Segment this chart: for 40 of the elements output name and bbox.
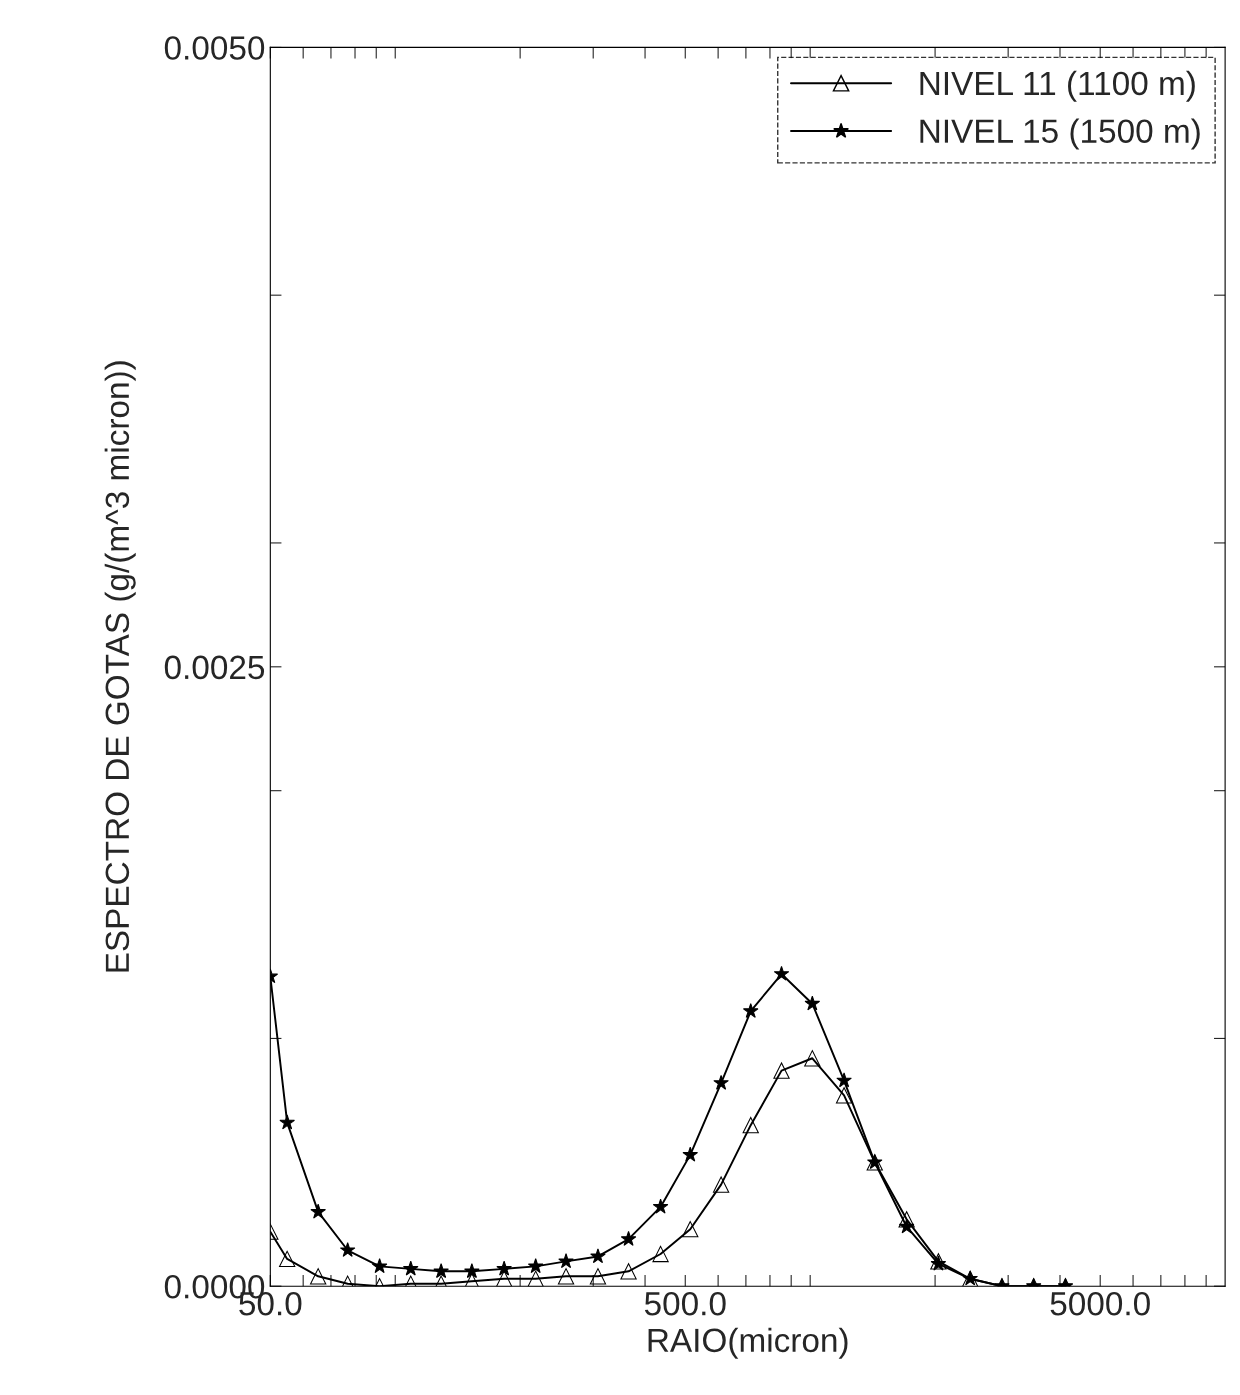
y-tick-label: 0.0050 xyxy=(164,36,265,60)
point xyxy=(310,1203,326,1219)
point xyxy=(742,1003,759,1018)
point xyxy=(402,1260,419,1276)
point xyxy=(590,1248,606,1264)
point xyxy=(773,1062,790,1079)
point xyxy=(804,1050,821,1067)
x-axis-title: RAIO(micron) xyxy=(648,1327,848,1359)
point xyxy=(682,1221,699,1238)
point xyxy=(433,1263,449,1279)
legend-label: NIVEL 11 (1100 m) xyxy=(920,70,1195,102)
legend-label: NIVEL 15 (1500 m) xyxy=(920,118,1200,150)
point xyxy=(527,1258,544,1274)
point xyxy=(652,1198,669,1214)
x-tick-label: 5000.0 xyxy=(1050,1291,1150,1316)
x-tick-label: 500.0 xyxy=(644,1291,726,1316)
point xyxy=(620,1263,637,1280)
point xyxy=(742,1116,759,1134)
point xyxy=(713,1074,729,1090)
point xyxy=(682,1146,699,1162)
point xyxy=(279,1250,296,1268)
point xyxy=(339,1242,356,1257)
point xyxy=(836,1072,852,1088)
point xyxy=(558,1253,574,1269)
y-axis-title: ESPECTRO DE GOTAS (g/(m^3 micron)) xyxy=(104,361,136,972)
point xyxy=(712,1176,730,1193)
point xyxy=(496,1260,512,1276)
point xyxy=(804,995,821,1011)
point xyxy=(898,1211,915,1228)
point xyxy=(464,1263,480,1279)
y-tick-label: 0.0025 xyxy=(164,655,265,680)
point xyxy=(310,1268,327,1285)
point xyxy=(773,965,790,981)
point xyxy=(620,1230,637,1246)
point xyxy=(835,1087,853,1104)
point xyxy=(652,1245,669,1263)
point xyxy=(279,1114,295,1130)
point xyxy=(589,1268,607,1285)
point xyxy=(371,1258,388,1274)
point xyxy=(557,1268,575,1285)
